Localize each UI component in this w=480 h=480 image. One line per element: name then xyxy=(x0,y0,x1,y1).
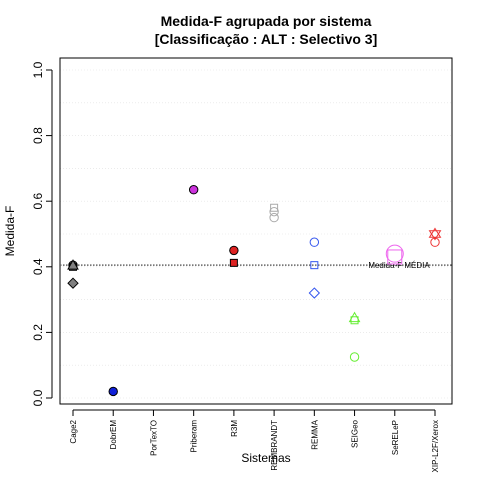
data-point xyxy=(309,237,320,247)
x-tick-label: Cage2 xyxy=(69,419,78,443)
y-tick-label: 0.6 xyxy=(31,193,45,210)
data-point xyxy=(269,212,279,223)
data-point xyxy=(67,277,79,289)
x-tick-label: R3M xyxy=(230,420,239,437)
data-point xyxy=(188,185,199,195)
data-point xyxy=(67,259,79,270)
x-tick-label: PorTexTO xyxy=(149,420,158,456)
data-point xyxy=(269,206,279,217)
data-points xyxy=(67,185,442,397)
data-point xyxy=(430,237,440,247)
data-point xyxy=(310,261,319,270)
data-point xyxy=(270,203,279,212)
grid-lines xyxy=(60,69,452,399)
x-tick-label: XIP-L2F/Xerox xyxy=(431,420,440,472)
data-point xyxy=(349,352,360,362)
reference-line-group: Medida-F MÉDIA xyxy=(60,261,452,270)
y-axis-label: Medida-F xyxy=(3,206,17,257)
data-point xyxy=(229,245,239,256)
data-point xyxy=(108,386,118,397)
y-tick-label: 0.2 xyxy=(31,324,45,341)
data-point xyxy=(428,227,442,241)
data-point xyxy=(385,244,404,263)
y-tick-label: 0.4 xyxy=(31,258,45,275)
x-tick-label: Priberam xyxy=(190,420,199,453)
x-axis: Cage2 DobrEM PorTexTO Priberam R3M REMBRANDT R… xyxy=(69,409,440,472)
x-tick-label: SeRELeP xyxy=(391,420,400,455)
x-axis-label: Sistemas xyxy=(241,451,290,465)
plot-frame xyxy=(59,57,453,405)
x-tick-label: SEIGeo xyxy=(351,419,360,448)
data-point xyxy=(350,316,359,325)
reference-label: Medida-F MÉDIA xyxy=(368,261,430,270)
y-tick-label: 1.0 xyxy=(31,61,45,78)
data-point xyxy=(308,287,321,299)
x-tick-label: DobrEM xyxy=(109,420,118,450)
data-point xyxy=(229,258,238,267)
chart-subtitle: [Classificação : ALT : Selectivo 3] xyxy=(155,31,378,47)
y-tick-label: 0.0 xyxy=(31,389,45,406)
chart-title: Medida-F agrupada por sistema xyxy=(161,13,372,29)
y-axis: 0.0 0.2 0.4 0.6 0.8 1.0 xyxy=(31,61,53,406)
y-tick-label: 0.8 xyxy=(31,127,45,144)
x-tick-label: REMMA xyxy=(310,419,319,449)
data-point xyxy=(387,249,403,265)
x-tick-label: REMBRANDT xyxy=(270,420,279,471)
